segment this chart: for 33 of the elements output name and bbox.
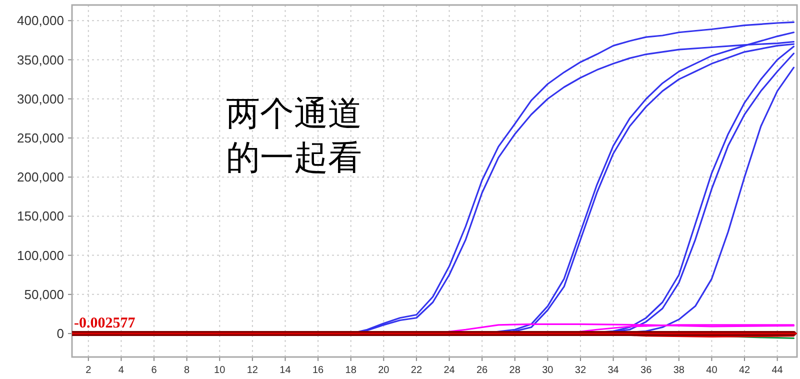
x-tick-label: 4 (118, 365, 124, 376)
x-tick-label: 28 (509, 365, 521, 376)
y-tick-label: 0 (56, 326, 64, 342)
x-tick-label: 42 (738, 365, 751, 376)
x-tick-label: 16 (312, 365, 324, 376)
y-tick-label: 300,000 (17, 91, 64, 106)
ref-line-label: -0.002577 (74, 316, 136, 332)
x-tick-label: 22 (410, 365, 422, 376)
x-tick-label: 12 (246, 365, 258, 376)
x-tick-label: 36 (640, 365, 652, 376)
y-tick-label: 250,000 (17, 130, 64, 146)
x-tick-label: 32 (574, 365, 586, 376)
y-tick-label: 200,000 (17, 170, 64, 185)
y-tick-label: 400,000 (17, 13, 64, 28)
x-tick-label: 6 (151, 365, 158, 376)
x-tick-label: 34 (608, 365, 620, 376)
y-tick-label: 150,000 (17, 208, 64, 224)
x-tick-label: 44 (772, 365, 784, 376)
x-tick-label: 40 (706, 365, 718, 376)
x-tick-label: 18 (345, 365, 357, 376)
x-tick-label: 2 (86, 365, 92, 376)
x-tick-label: 8 (184, 365, 190, 376)
annotation: 两个通道的一起看 (226, 93, 363, 180)
x-tick-label: 14 (280, 365, 292, 376)
x-tick-label: 20 (378, 365, 390, 376)
x-tick-label: 30 (542, 365, 554, 376)
y-tick-label: 50,000 (24, 286, 64, 302)
x-tick-label: 38 (673, 365, 685, 376)
x-tick-label: 26 (476, 365, 488, 376)
x-tick-label: 10 (214, 365, 226, 376)
y-tick-label: 350,000 (17, 52, 64, 68)
x-tick-label: 24 (444, 365, 456, 376)
y-tick-label: 100,000 (17, 248, 64, 263)
